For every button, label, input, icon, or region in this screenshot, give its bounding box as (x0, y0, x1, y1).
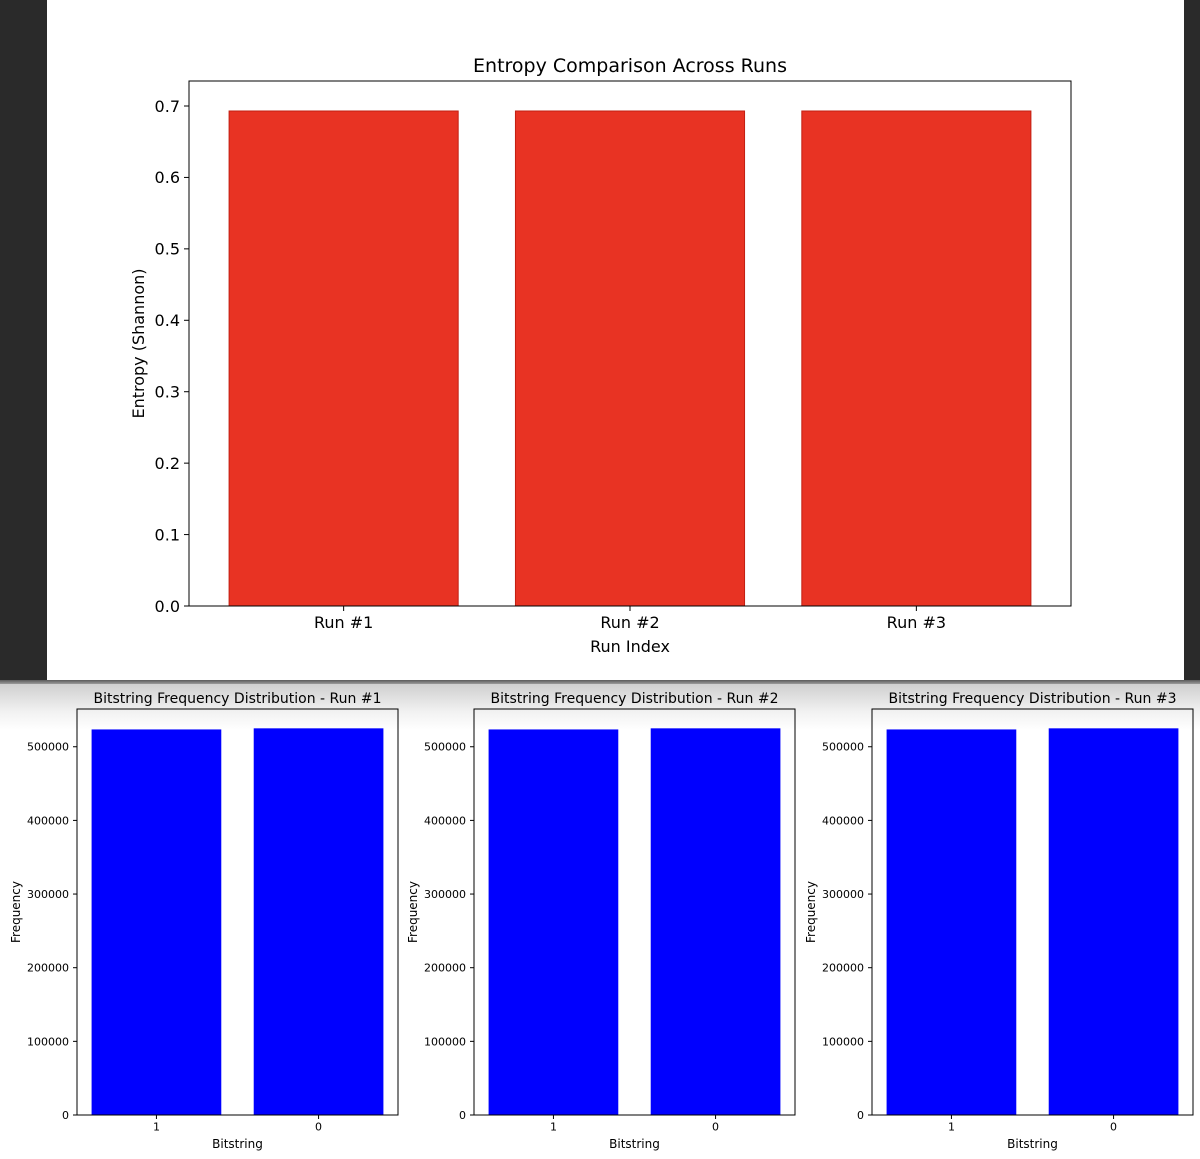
x-tick-label: Run #3 (887, 613, 946, 632)
y-tick-label: 0.4 (155, 311, 180, 330)
y-tick-label: 400000 (822, 814, 864, 827)
y-tick-label: 0 (459, 1109, 466, 1122)
x-tick-label: 1 (948, 1121, 955, 1134)
window-divider (0, 680, 1200, 684)
bar-1 (488, 729, 619, 1115)
y-tick-label: 100000 (424, 1035, 466, 1048)
y-axis-label: Entropy (Shannon) (129, 268, 148, 418)
x-axis-label: Bitstring (609, 1137, 660, 1151)
y-tick-label: 0.2 (155, 454, 180, 473)
y-axis-label: Frequency (804, 881, 818, 943)
bar-0 (253, 728, 384, 1115)
x-axis-label: Bitstring (1007, 1137, 1058, 1151)
y-tick-label: 400000 (27, 814, 69, 827)
y-tick-label: 0.7 (155, 97, 180, 116)
y-tick-label: 300000 (424, 888, 466, 901)
y-tick-label: 0.1 (155, 525, 180, 544)
bar-run-3 (801, 110, 1032, 607)
bar-1 (886, 729, 1017, 1115)
y-tick-label: 400000 (424, 814, 466, 827)
chart-title: Bitstring Frequency Distribution - Run #… (94, 691, 382, 707)
y-tick-label: 0.3 (155, 382, 180, 401)
x-tick-label: Run #1 (314, 613, 373, 632)
y-tick-label: 300000 (822, 888, 864, 901)
x-tick-label: Run #2 (600, 613, 659, 632)
y-tick-label: 0.5 (155, 240, 180, 259)
chart-title: Bitstring Frequency Distribution - Run #… (491, 691, 779, 707)
bar-0 (650, 728, 781, 1115)
chart-title: Entropy Comparison Across Runs (473, 55, 787, 77)
y-tick-label: 500000 (27, 741, 69, 754)
chart-1: 0.0 0.1 0.2 0.3 0.4 0.5 0.6 0.7 Run #1 Run #2 Run … (129, 55, 1072, 656)
y-tick-label: 100000 (822, 1035, 864, 1048)
y-tick-label: 0.6 (155, 168, 180, 187)
x-tick-label: 0 (712, 1121, 719, 1134)
y-tick-label: 200000 (424, 962, 466, 975)
y-tick-label: 200000 (27, 962, 69, 975)
y-tick-label: 100000 (27, 1035, 69, 1048)
y-tick-label: 500000 (424, 741, 466, 754)
x-tick-label: 0 (1110, 1121, 1117, 1134)
chart-title: Bitstring Frequency Distribution - Run #… (889, 691, 1177, 707)
plot-frame (76, 708, 399, 1116)
y-tick-label: 0 (62, 1109, 69, 1122)
plot-frame (473, 708, 796, 1116)
plot-frame (871, 708, 1194, 1116)
chart-2: 0 100000 200000 300000 400000 500000 1 0 Bitstri… (9, 691, 399, 1151)
chart-3: 0 100000 200000 300000 400000 500000 1 0 Bitstri… (406, 691, 796, 1151)
bar-1 (91, 729, 222, 1115)
x-tick-label: 0 (315, 1121, 322, 1134)
y-tick-label: 300000 (27, 888, 69, 901)
bar-0 (1048, 728, 1179, 1115)
y-axis-label: Frequency (406, 881, 420, 943)
x-axis-label: Run Index (590, 637, 670, 656)
y-tick-label: 200000 (822, 962, 864, 975)
y-tick-label: 500000 (822, 741, 864, 754)
x-axis-label: Bitstring (212, 1137, 263, 1151)
y-axis-label: Frequency (9, 881, 23, 943)
bar-run-1 (228, 110, 459, 607)
chart-4: 0 100000 200000 300000 400000 500000 1 0 Bitstri… (804, 691, 1194, 1151)
x-tick-label: 1 (550, 1121, 557, 1134)
y-tick-label: 0 (857, 1109, 864, 1122)
y-tick-label: 0.0 (155, 597, 180, 616)
x-tick-label: 1 (153, 1121, 160, 1134)
bar-run-2 (514, 110, 746, 607)
